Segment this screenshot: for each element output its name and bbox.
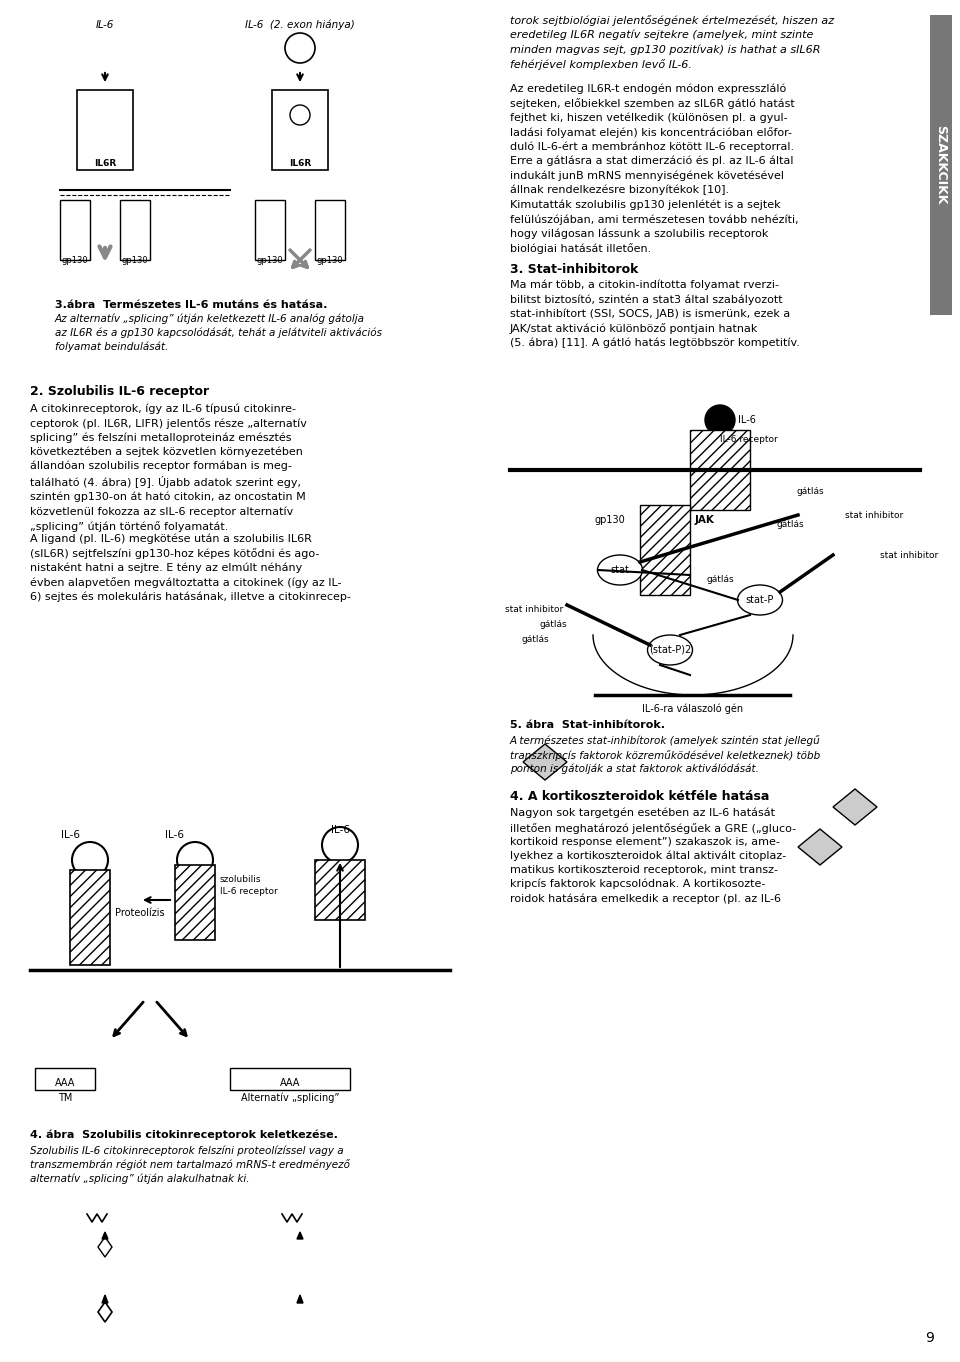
Text: Nagyon sok targetgén esetében az IL-6 hatását
illetően meghatározó jelentőségűek: Nagyon sok targetgén esetében az IL-6 ha…: [510, 808, 796, 903]
Text: SZAKKCIKK: SZAKKCIKK: [934, 125, 948, 204]
Text: Ma már több, a citokin-indította folyamat rverzi-
bilitst biztosító, szintén a s: Ma már több, a citokin-indította folyama…: [510, 281, 800, 349]
Text: 5. ábra  Stat-inhibítorok.: 5. ábra Stat-inhibítorok.: [510, 720, 665, 730]
Text: TM: TM: [58, 1092, 72, 1103]
Polygon shape: [98, 1302, 112, 1323]
Bar: [35, 1068, 95, 1090]
Text: Az eredetileg IL6R-t endogén módon expresszláló
sejteken, előbiekkel szemben az : Az eredetileg IL6R-t endogén módon expre…: [510, 83, 795, 195]
Text: JAK: JAK: [695, 515, 715, 524]
Text: A természetes stat-inhibítorok (amelyek szintén stat jellegű
transzkripcís fakto: A természetes stat-inhibítorok (amelyek …: [510, 735, 821, 775]
Bar: [690, 430, 750, 509]
Polygon shape: [297, 1295, 303, 1303]
Text: szolubilis: szolubilis: [220, 874, 261, 884]
Bar: [272, 90, 328, 170]
Text: gp130: gp130: [61, 256, 88, 266]
Text: stat: stat: [611, 565, 630, 575]
Text: stat-P: stat-P: [746, 595, 774, 605]
Circle shape: [705, 405, 735, 434]
Text: Alternatív „splicing”: Alternatív „splicing”: [241, 1092, 339, 1103]
Text: IL-6-ra válaszoló gén: IL-6-ra válaszoló gén: [642, 703, 744, 714]
Bar: [70, 870, 110, 966]
Text: A citokinreceptorok, így az IL-6 típusú citokinre-
ceptorok (pl. IL6R, LIFR) jel: A citokinreceptorok, így az IL-6 típusú …: [30, 403, 307, 531]
Text: 4. A kortikoszteroidok kétféle hatása: 4. A kortikoszteroidok kétféle hatása: [510, 790, 769, 804]
Bar: [315, 200, 345, 260]
Text: gp130: gp130: [594, 515, 625, 524]
Text: Az alternatív „splicing” útján keletkezett IL-6 analóg gátolja
az IL6R és a gp13: Az alternatív „splicing” útján keletkeze…: [55, 315, 382, 353]
Text: gátlás: gátlás: [707, 575, 733, 584]
Bar: [175, 865, 215, 940]
Text: gátlás: gátlás: [521, 635, 549, 644]
Text: 9: 9: [925, 1331, 934, 1346]
Bar: [77, 90, 133, 170]
Text: IL-6: IL-6: [330, 825, 349, 835]
Polygon shape: [297, 1233, 303, 1239]
Text: gp130: gp130: [122, 256, 148, 266]
Text: 3. Stat-inhibitorok: 3. Stat-inhibitorok: [510, 263, 638, 276]
Circle shape: [72, 842, 108, 878]
Text: Szolubilis IL-6 citokinreceptorok felszíni proteolízíssel vagy a
transzmembrán r: Szolubilis IL-6 citokinreceptorok felszí…: [30, 1145, 350, 1184]
Text: IL-6 receptor: IL-6 receptor: [720, 434, 778, 444]
Text: A ligand (pl. IL-6) megkötése után a szolubilis IL6R
(sIL6R) sejtfelszíni gp130-: A ligand (pl. IL-6) megkötése után a szo…: [30, 533, 350, 602]
Text: IL6R: IL6R: [94, 159, 116, 168]
Text: IL6R: IL6R: [289, 159, 311, 168]
Text: 2. Szolubilis IL-6 receptor: 2. Szolubilis IL-6 receptor: [30, 385, 209, 398]
Bar: [930, 15, 952, 315]
Text: gátlás: gátlás: [540, 620, 567, 629]
Circle shape: [290, 105, 310, 125]
Text: IL-6: IL-6: [96, 20, 114, 30]
Text: IL-6: IL-6: [165, 829, 184, 840]
Bar: [60, 200, 90, 260]
Ellipse shape: [597, 554, 642, 586]
Text: IL-6  (2. exon hiánya): IL-6 (2. exon hiánya): [245, 20, 355, 30]
Text: AAA: AAA: [55, 1077, 75, 1088]
Bar: [120, 200, 150, 260]
Text: IL-6: IL-6: [738, 415, 756, 425]
Circle shape: [285, 33, 315, 63]
Text: Proteolízis: Proteolízis: [115, 908, 165, 918]
Circle shape: [177, 842, 213, 878]
Text: gátlás: gátlás: [777, 520, 804, 528]
Polygon shape: [523, 744, 567, 780]
Bar: [640, 505, 690, 595]
Text: stat inhibitor: stat inhibitor: [845, 511, 903, 519]
Text: stat inhibitor: stat inhibitor: [505, 605, 564, 614]
Text: gátlás: gátlás: [796, 488, 824, 496]
Bar: [315, 859, 365, 919]
Text: gp130: gp130: [256, 256, 283, 266]
Text: IL-6: IL-6: [60, 829, 80, 840]
Polygon shape: [98, 1237, 112, 1257]
Bar: [230, 1068, 350, 1090]
Polygon shape: [102, 1233, 108, 1239]
Text: AAA: AAA: [279, 1077, 300, 1088]
Text: Kimutatták szolubilis gp130 jelenlétét is a sejtek
felülúszójában, ami természet: Kimutatták szolubilis gp130 jelenlétét i…: [510, 200, 799, 255]
Polygon shape: [833, 789, 877, 825]
Text: gp130: gp130: [317, 256, 344, 266]
Circle shape: [322, 827, 358, 864]
Text: 4. ábra  Szolubilis citokinreceptorok keletkezése.: 4. ábra Szolubilis citokinreceptorok kel…: [30, 1130, 338, 1140]
Text: 3.ábra  Természetes IL-6 mutáns és hatása.: 3.ábra Természetes IL-6 mutáns és hatása…: [55, 300, 327, 311]
Text: IL-6 receptor: IL-6 receptor: [220, 887, 277, 896]
Ellipse shape: [647, 635, 692, 665]
Bar: [255, 200, 285, 260]
Ellipse shape: [737, 586, 782, 616]
Polygon shape: [798, 829, 842, 865]
Text: (stat-P)2: (stat-P)2: [649, 646, 691, 655]
Text: torok sejtbiológiai jelentőségének értelmezését, hiszen az
eredetileg IL6R negat: torok sejtbiológiai jelentőségének értel…: [510, 15, 834, 69]
Text: stat inhibitor: stat inhibitor: [880, 550, 938, 560]
Polygon shape: [102, 1295, 108, 1303]
